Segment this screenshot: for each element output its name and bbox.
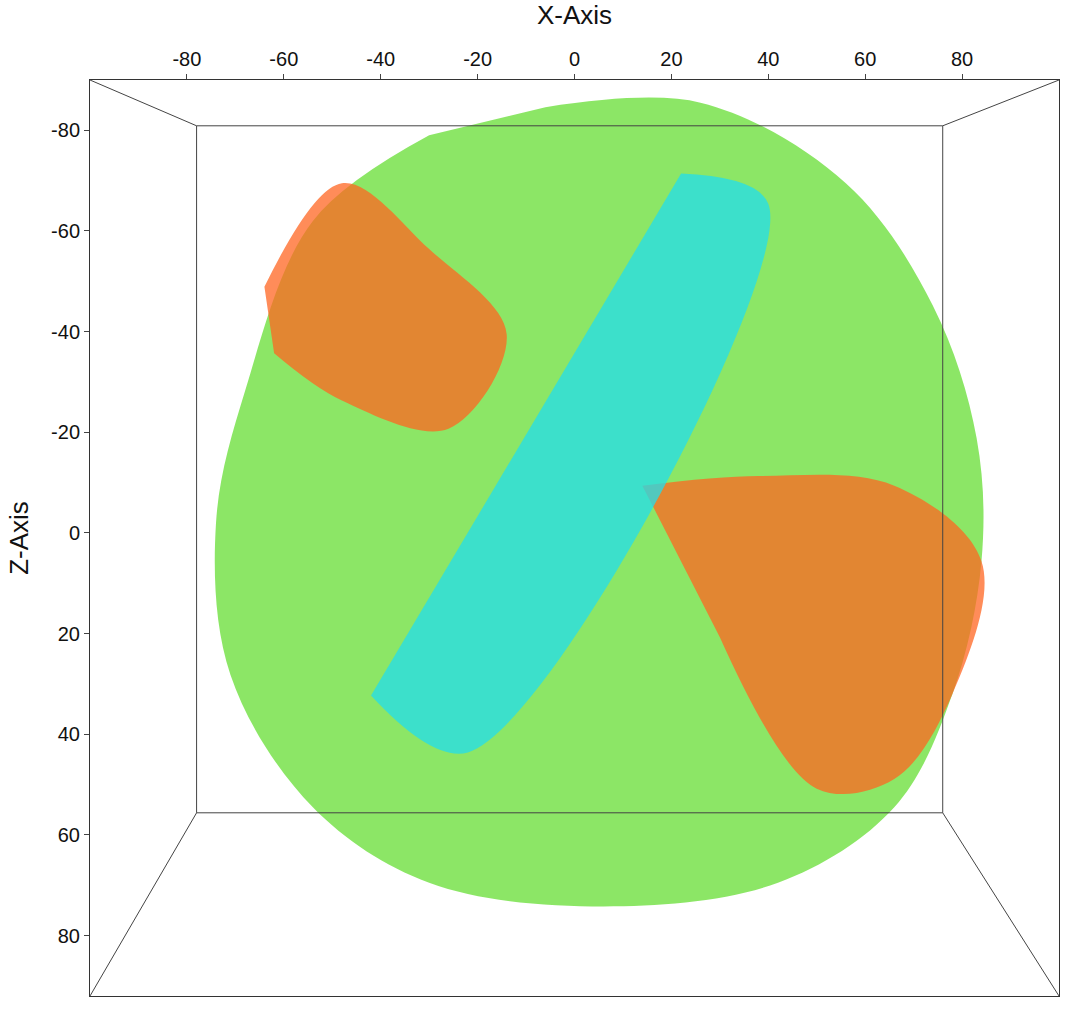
svg-text:40: 40 [58, 723, 80, 745]
svg-text:20: 20 [660, 48, 682, 70]
svg-text:60: 60 [58, 824, 80, 846]
svg-text:40: 40 [757, 48, 779, 70]
svg-text:Z-Axis: Z-Axis [4, 501, 34, 575]
svg-text:60: 60 [854, 48, 876, 70]
svg-text:-20: -20 [463, 48, 492, 70]
svg-text:80: 80 [951, 48, 973, 70]
svg-text:20: 20 [58, 623, 80, 645]
svg-text:-40: -40 [51, 321, 80, 343]
svg-text:X-Axis: X-Axis [537, 0, 612, 30]
svg-text:-20: -20 [51, 421, 80, 443]
svg-text:0: 0 [69, 522, 80, 544]
svg-text:-60: -60 [269, 48, 298, 70]
svg-text:0: 0 [569, 48, 580, 70]
svg-text:80: 80 [58, 925, 80, 947]
svg-text:-60: -60 [51, 220, 80, 242]
svg-text:-40: -40 [366, 48, 395, 70]
svg-text:-80: -80 [172, 48, 201, 70]
svg-text:-80: -80 [51, 119, 80, 141]
